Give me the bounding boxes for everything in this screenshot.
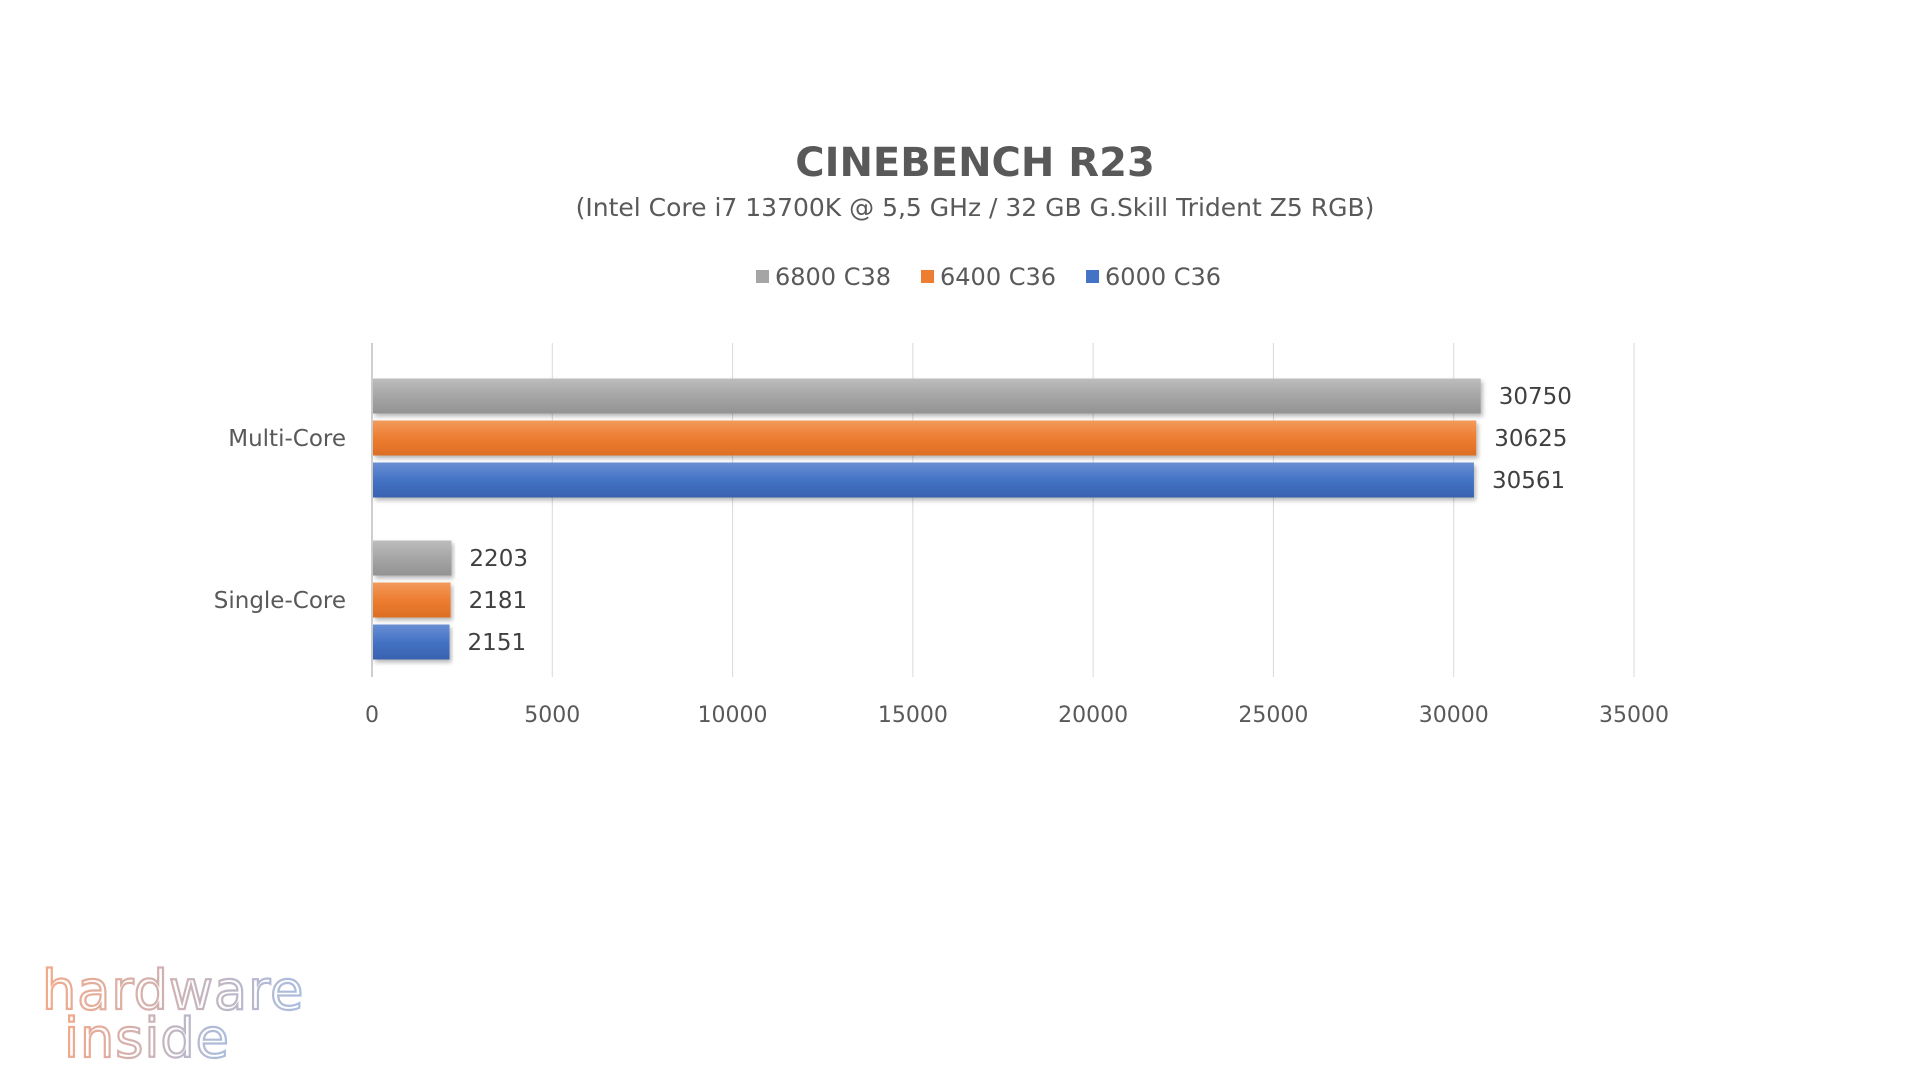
data-label-single-core-6000-c36: 2151 [468, 630, 527, 656]
category-label-single-core: Single-Core [214, 588, 346, 614]
x-tick-label-25000: 25000 [1238, 703, 1308, 728]
data-label-single-core-6800-c38: 2203 [469, 546, 528, 572]
chart-subtitle: (Intel Core i7 13700K @ 5,5 GHz / 32 GB … [576, 193, 1375, 222]
bars [373, 378, 1481, 660]
bar-single-core-6800-c38 [373, 540, 452, 576]
x-tick-label-15000: 15000 [878, 703, 948, 728]
legend-label-6400-c36: 6400 C36 [940, 263, 1056, 291]
x-tick-label-30000: 30000 [1419, 703, 1489, 728]
legend-swatch-6800-c38 [756, 270, 769, 283]
data-label-single-core-6400-c36: 2181 [469, 588, 528, 614]
x-tick-label-35000: 35000 [1599, 703, 1669, 728]
legend-label-6800-c38: 6800 C38 [775, 263, 891, 291]
x-tick-label-10000: 10000 [698, 703, 768, 728]
data-label-multi-core-6000-c36: 30561 [1492, 468, 1565, 494]
bar-single-core-6400-c36 [373, 582, 451, 618]
data-labels: 30750 30625 30561 2203 2181 2151 [468, 384, 1572, 656]
bar-multi-core-6400-c36 [373, 420, 1477, 456]
legend-swatch-6400-c36 [921, 270, 935, 283]
legend: 6800 C38 6400 C36 6000 C36 [756, 263, 1221, 291]
x-tick-label-5000: 5000 [524, 703, 580, 728]
legend-label-6000-c36: 6000 C36 [1105, 263, 1221, 291]
chart-title: CINEBENCH R23 [795, 140, 1155, 186]
watermark-line-2: inside [64, 1007, 230, 1065]
data-label-multi-core-6400-c36: 30625 [1494, 426, 1567, 452]
category-labels: Multi-Core Single-Core [214, 426, 346, 614]
legend-swatch-6000-c36 [1086, 270, 1100, 283]
watermark-line-1: hardware [42, 965, 304, 1022]
x-tick-label-20000: 20000 [1058, 703, 1128, 728]
x-tick-label-0: 0 [365, 703, 379, 728]
bar-multi-core-6000-c36 [373, 462, 1474, 498]
x-axis-tick-labels: 0 5000 10000 15000 20000 25000 30000 35000 [365, 703, 1669, 728]
watermark-logo: hardware inside [41, 965, 305, 1065]
bar-multi-core-6800-c38 [373, 378, 1481, 414]
category-label-multi-core: Multi-Core [228, 426, 346, 452]
bar-single-core-6000-c36 [373, 624, 450, 660]
data-label-multi-core-6800-c38: 30750 [1499, 384, 1572, 410]
